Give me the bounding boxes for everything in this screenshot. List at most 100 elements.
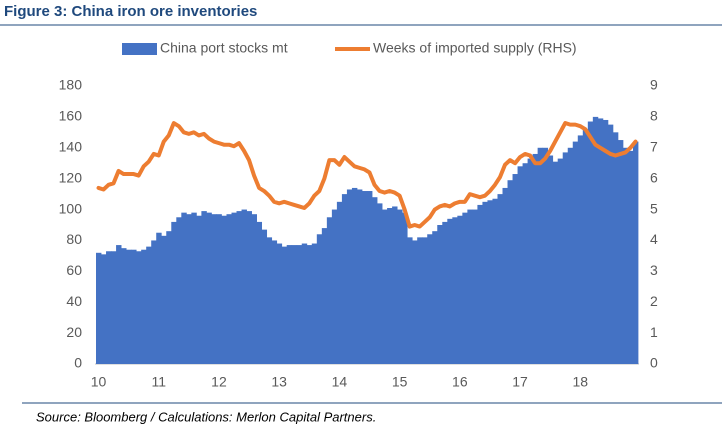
bar: [196, 215, 202, 364]
bar: [216, 214, 222, 364]
legend-label: Weeks of imported supply (RHS): [373, 40, 577, 56]
bar: [321, 228, 328, 364]
bar: [241, 209, 247, 364]
x-tick-label: 16: [452, 374, 468, 390]
bar: [256, 221, 263, 364]
bar: [231, 212, 237, 364]
bar: [397, 209, 403, 364]
x-tick-label: 15: [392, 374, 408, 390]
bar: [131, 249, 137, 364]
bar: [557, 158, 564, 364]
bar: [276, 243, 283, 364]
y2-tick-label: 3: [650, 262, 658, 278]
bar: [432, 231, 438, 364]
bar: [622, 147, 629, 364]
bar: [522, 163, 528, 364]
legend-label: China port stocks mt: [160, 40, 288, 56]
bar: [547, 155, 554, 364]
bar: [126, 249, 132, 364]
bar: [286, 245, 293, 364]
bar: [492, 198, 498, 364]
bar: [361, 191, 368, 364]
chart-title: Figure 3: China iron ore inventories: [4, 3, 257, 20]
bar: [572, 141, 579, 364]
legend-swatch: [122, 43, 157, 55]
bar: [336, 201, 343, 364]
bar: [161, 235, 167, 364]
bar: [587, 121, 594, 365]
bar: [507, 180, 513, 364]
bar: [151, 240, 157, 364]
bar: [407, 237, 413, 364]
bar: [592, 116, 599, 364]
bar: [136, 251, 142, 364]
bar: [106, 251, 112, 364]
bar: [517, 166, 523, 364]
bar: [412, 240, 418, 364]
bar: [532, 153, 539, 364]
bar: [477, 204, 483, 364]
bar: [171, 221, 177, 364]
bar: [326, 217, 333, 364]
bar: [271, 240, 278, 364]
bar: [607, 124, 614, 364]
bar: [562, 152, 569, 364]
bar: [427, 234, 433, 364]
bar: [116, 245, 122, 364]
x-tick-label: 10: [91, 374, 107, 390]
bar: [422, 237, 428, 364]
bar: [597, 118, 604, 364]
y2-tick-label: 8: [650, 108, 658, 124]
bar: [206, 212, 212, 364]
bar: [176, 217, 182, 364]
x-tick-label: 18: [572, 374, 588, 390]
y2-tick-label: 5: [650, 200, 658, 216]
bar: [377, 203, 383, 364]
bar: [96, 252, 102, 364]
bar: [166, 231, 172, 364]
bar: [101, 254, 107, 364]
bar: [382, 209, 388, 364]
y-tick-label: 120: [59, 169, 83, 185]
bar: [602, 119, 609, 364]
bar: [191, 212, 197, 364]
bar: [211, 214, 217, 364]
bar: [226, 214, 232, 364]
x-tick-label: 14: [332, 374, 348, 390]
bar: [527, 158, 534, 364]
bar: [567, 147, 574, 364]
y2-tick-label: 9: [650, 77, 658, 93]
bar: [246, 211, 252, 364]
bar: [367, 191, 373, 364]
bar: [417, 237, 423, 364]
bar: [437, 225, 443, 364]
source-note: Source: Bloomberg / Calculations: Merlon…: [36, 409, 376, 424]
bar: [457, 215, 463, 364]
bar: [261, 229, 268, 364]
bar: [452, 217, 458, 364]
bar: [306, 245, 313, 364]
bar: [236, 211, 242, 364]
bar: [487, 200, 493, 364]
bar: [186, 214, 192, 364]
bar: [251, 214, 257, 364]
bar: [542, 147, 549, 364]
bar: [577, 135, 584, 364]
bar: [402, 212, 408, 364]
bar: [462, 212, 468, 364]
bar: [552, 161, 559, 364]
bar: [442, 221, 448, 364]
y-tick-label: 60: [66, 262, 82, 278]
bar: [372, 197, 378, 364]
y2-tick-label: 2: [650, 293, 658, 309]
y2-tick-label: 4: [650, 231, 658, 247]
bar: [502, 187, 508, 364]
bar: [121, 248, 127, 364]
bar: [291, 245, 298, 364]
y-tick-label: 180: [59, 77, 83, 93]
bar: [311, 243, 318, 364]
bar: [181, 212, 187, 364]
bar: [346, 189, 353, 364]
y2-tick-label: 0: [650, 355, 658, 371]
